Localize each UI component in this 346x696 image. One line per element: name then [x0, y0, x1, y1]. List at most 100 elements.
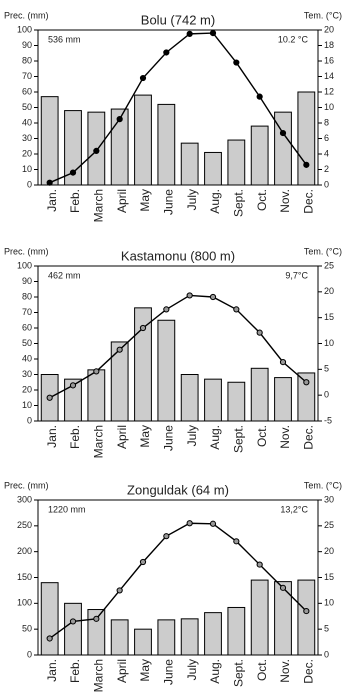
bar [87, 369, 106, 422]
bar [227, 139, 246, 186]
temperature-point [139, 74, 147, 82]
y2-tick-label: 5 [324, 624, 329, 634]
bar [250, 367, 269, 422]
temperature-point [279, 359, 287, 366]
y2-tick-label: 12 [324, 86, 334, 96]
bar [134, 307, 152, 422]
y-tick-label: 50 [22, 624, 32, 634]
temperature-point [209, 520, 217, 527]
y2-tick-label: 20 [324, 546, 334, 556]
y-axis-label: Prec. (mm) [4, 10, 49, 20]
x-tick-label: Aug. [208, 189, 222, 214]
y2-tick-label: 15 [324, 312, 334, 322]
y-tick-label: 10 [22, 164, 32, 174]
x-tick-label: Feb. [68, 189, 82, 213]
y2-tick-label: 8 [324, 117, 329, 127]
y-tick-label: 70 [22, 71, 32, 81]
temperature-line [49, 32, 307, 184]
y2-tick-label: 16 [324, 55, 334, 65]
temperature-point [163, 533, 170, 540]
bar [274, 377, 292, 422]
bar [250, 125, 269, 186]
y-tick-label: 50 [22, 338, 32, 348]
temperature-point [256, 93, 263, 100]
y2-tick-label: 5 [324, 364, 329, 374]
y2-axis-label: Tem. (°C) [304, 480, 342, 490]
y-tick-label: 40 [22, 353, 32, 363]
y-tick-label: 150 [17, 572, 32, 582]
temperature-point [233, 538, 240, 545]
x-tick-label: July [185, 189, 199, 210]
y2-tick-label: 4 [324, 148, 329, 158]
chart-title: Kastamonu (800 m) [121, 248, 235, 263]
annotation: 536 mm [48, 34, 81, 44]
x-tick-label: Feb. [68, 425, 82, 449]
y-tick-label: 300 [17, 494, 32, 504]
x-tick-label: Oct. [255, 659, 269, 681]
chart: Bolu (742 m) Prec. (mm) Tem. (°C) 536 mm 10.… [4, 10, 342, 222]
x-tick-label: June [162, 659, 176, 685]
y-tick-label: 80 [22, 55, 32, 65]
x-tick-label: June [162, 425, 176, 451]
y2-tick-label: 0 [324, 179, 329, 189]
y-tick-label: 100 [17, 598, 32, 608]
y2-tick-label: 25 [324, 260, 334, 270]
temperature-point [69, 169, 77, 176]
temperature-point [93, 147, 100, 154]
bar [250, 579, 269, 656]
y-tick-label: 30 [22, 133, 32, 143]
y2-tick-label: 10 [324, 338, 334, 348]
x-tick-label: March [92, 425, 106, 458]
y-tick-label: 20 [22, 148, 32, 158]
y-tick-label: 60 [22, 322, 32, 332]
y-tick-label: 250 [17, 520, 32, 530]
plot-frame [37, 499, 319, 656]
temperature-point [139, 324, 147, 332]
bar [134, 628, 152, 656]
temperature-point [209, 29, 217, 37]
y-tick-label: 90 [22, 276, 32, 286]
bar [227, 381, 246, 422]
x-tick-label: March [92, 189, 106, 222]
x-tick-label: May [138, 425, 152, 448]
y2-tick-label: 0 [324, 390, 329, 400]
temperature-point [46, 179, 53, 186]
y-tick-label: 60 [22, 86, 32, 96]
x-tick-label: July [185, 659, 199, 680]
x-tick-label: June [162, 189, 176, 215]
y-tick-label: 40 [22, 117, 32, 127]
bar [40, 96, 59, 186]
bar [110, 341, 129, 422]
x-tick-label: April [115, 425, 129, 449]
y2-tick-label: 20 [324, 286, 334, 296]
x-tick-label: Sept. [232, 425, 246, 453]
chart: Kastamonu (800 m) Prec. (mm) Tem. (°C) 462 … [4, 246, 342, 458]
bar [274, 581, 292, 656]
temperature-point [163, 306, 170, 313]
temperature-point [116, 116, 123, 123]
annotation: 10.2 °C [278, 34, 309, 44]
x-tick-label: Nov. [278, 659, 292, 683]
chart-title: Zonguldak (64 m) [127, 482, 229, 497]
y2-tick-label: 0 [324, 649, 329, 659]
temperature-point [256, 561, 263, 568]
y2-tick-label: 25 [324, 520, 334, 530]
x-tick-label: April [115, 189, 129, 213]
temperature-point [303, 607, 310, 615]
y-tick-label: 10 [22, 400, 32, 410]
plot-frame [37, 29, 319, 186]
x-tick-label: Nov. [278, 425, 292, 449]
temperature-line [49, 294, 307, 399]
temperature-point [233, 59, 240, 66]
y2-tick-label: 18 [324, 40, 334, 50]
y-tick-label: 0 [27, 649, 32, 659]
y-tick-label: 90 [22, 40, 32, 50]
x-tick-label: Sept. [232, 659, 246, 687]
temperature-point [93, 615, 100, 622]
temperature-point [279, 584, 287, 591]
x-tick-label: Nov. [278, 189, 292, 213]
bar [204, 151, 222, 186]
bar [134, 94, 152, 186]
annotation: 1220 mm [48, 504, 86, 514]
